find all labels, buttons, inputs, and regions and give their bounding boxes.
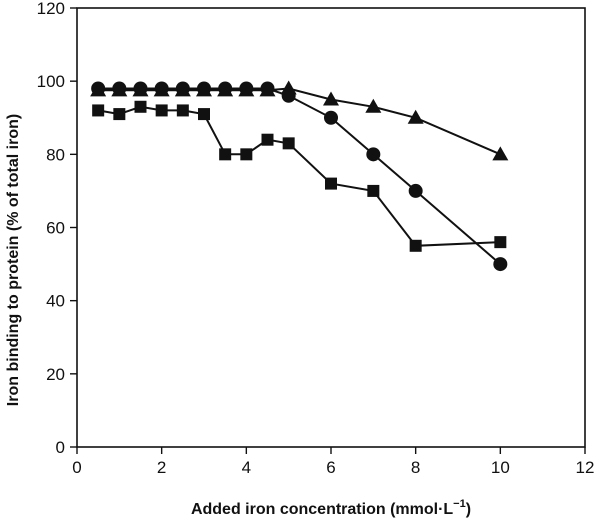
data-point-triangle xyxy=(153,82,170,97)
data-point-triangle xyxy=(407,109,424,124)
x-tick-label: 8 xyxy=(411,458,420,477)
y-tick-label: 120 xyxy=(37,0,65,18)
series-square xyxy=(92,100,507,252)
data-point-square xyxy=(325,177,337,190)
x-tick-label: 10 xyxy=(491,458,510,477)
y-tick-label: 40 xyxy=(46,292,65,311)
data-point-square xyxy=(282,137,295,150)
data-point-circle xyxy=(324,110,338,125)
data-point-square xyxy=(92,104,105,117)
x-axis-label-close: ) xyxy=(466,501,471,518)
data-point-triangle xyxy=(132,82,149,97)
x-tick-label: 12 xyxy=(576,458,595,477)
x-tick-label: 4 xyxy=(242,458,251,477)
data-point-triangle xyxy=(217,82,234,97)
y-tick-label: 80 xyxy=(46,145,65,164)
data-point-triangle xyxy=(492,146,509,161)
y-tick-label: 20 xyxy=(46,365,65,384)
y-tick-label: 100 xyxy=(37,72,65,91)
data-point-triangle xyxy=(280,80,297,95)
data-point-triangle xyxy=(90,82,107,97)
data-point-square xyxy=(409,239,422,252)
data-point-triangle xyxy=(174,82,191,97)
data-point-square xyxy=(240,148,253,161)
x-axis-label-superscript: −1 xyxy=(453,498,466,510)
data-point-square xyxy=(367,184,380,197)
data-point-triangle xyxy=(259,82,276,97)
series-triangle xyxy=(90,80,509,161)
y-tick-label: 0 xyxy=(56,438,65,457)
series-line-triangle xyxy=(98,87,501,156)
data-point-square xyxy=(134,100,147,113)
x-axis-label: Added iron concentration (mmol·L−1) xyxy=(191,498,471,518)
x-tick-label: 2 xyxy=(157,458,166,477)
x-tick-label: 6 xyxy=(326,458,335,477)
data-point-square xyxy=(155,104,168,117)
data-point-square xyxy=(494,236,507,249)
data-point-triangle xyxy=(196,82,212,97)
data-point-circle xyxy=(493,257,508,272)
data-point-square xyxy=(219,148,232,161)
x-axis-label-main: Added iron concentration (mmol·L xyxy=(191,501,453,518)
data-point-triangle xyxy=(323,91,339,106)
x-tick-label: 0 xyxy=(72,458,81,477)
data-point-square xyxy=(261,133,274,146)
y-axis-label: Iron binding to protein (% of total iron… xyxy=(5,114,22,406)
axes: 0 20 40 60 80 100 120 0 2 4 6 8 10 12 xyxy=(37,0,595,477)
data-point-square xyxy=(113,108,126,121)
data-point-triangle xyxy=(238,82,255,97)
y-tick-label: 60 xyxy=(46,219,65,238)
data-point-triangle xyxy=(365,98,382,113)
data-point-circle xyxy=(366,147,381,162)
series-layer xyxy=(90,80,509,272)
data-point-square xyxy=(176,104,189,117)
data-point-circle xyxy=(408,183,423,198)
plot-frame xyxy=(76,7,586,448)
data-point-triangle xyxy=(111,82,128,97)
data-point-square xyxy=(198,108,210,121)
